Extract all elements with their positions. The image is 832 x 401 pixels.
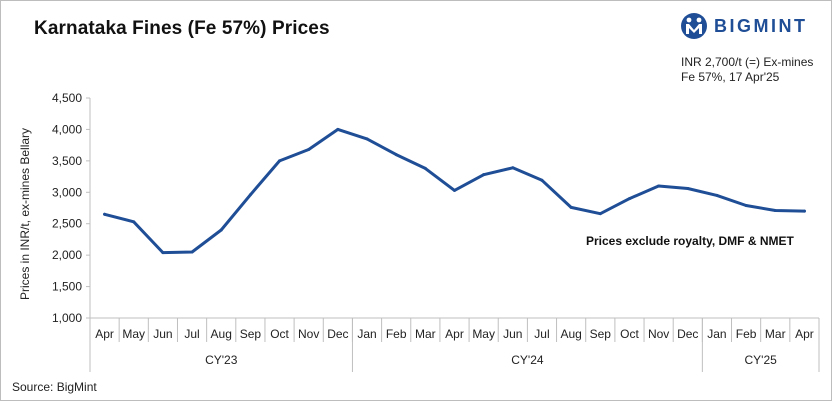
data-point	[307, 148, 311, 152]
x-tick-label: Feb	[736, 327, 757, 341]
chart-axes	[89, 98, 819, 319]
data-point	[394, 153, 398, 157]
chart-annotation: Prices exclude royalty, DMF & NMET	[586, 234, 795, 248]
x-tick-label: Aug	[560, 327, 581, 341]
y-axis-ticks: 1,000 1,500 2,000 2,500 3,000 3,500 4,000 4,500	[52, 91, 90, 325]
x-tick-label: Dec	[677, 327, 698, 341]
series-layer	[103, 127, 806, 255]
x-tick-label: Jul	[184, 327, 199, 341]
data-point	[336, 127, 340, 131]
chart-title: Karnataka Fines (Fe 57%) Prices	[34, 18, 330, 39]
x-tick-label: Jul	[534, 327, 549, 341]
data-point	[103, 212, 107, 216]
data-point	[569, 205, 573, 209]
data-point	[598, 212, 602, 216]
x-tick-label: Jun	[153, 327, 172, 341]
x-axis-groups: CY'23 CY'24 CY'25	[89, 318, 820, 372]
data-point	[190, 250, 194, 254]
source-note: Source: BigMint	[12, 380, 97, 394]
y-tick-label: 3,000	[52, 185, 82, 199]
price-note-line1: INR 2,700/t (=) Ex-mines	[681, 55, 814, 69]
x-tick-label: Mar	[765, 327, 786, 341]
x-tick-label: Jun	[503, 327, 522, 341]
data-point	[657, 184, 661, 188]
data-point	[715, 193, 719, 197]
x-tick-label: Mar	[415, 327, 436, 341]
x-tick-label: Jan	[707, 327, 726, 341]
y-tick-label: 2,000	[52, 248, 82, 262]
x-tick-label: Nov	[648, 327, 669, 341]
y-tick-label: 2,500	[52, 217, 82, 231]
x-tick-label: Apr	[445, 327, 464, 341]
data-point	[132, 220, 136, 224]
price-note: INR 2,700/t (=) Ex-mines Fe 57%, 17 Apr'…	[681, 55, 813, 85]
x-axis-ticks: Apr May Jun Jul Aug Sep Oct Nov Dec Jan Feb Mar Apr M…	[89, 318, 820, 342]
y-tick-label: 1,500	[52, 280, 82, 294]
price-note-line2: Fe 57%, 17 Apr'25	[681, 70, 780, 84]
data-point	[773, 209, 777, 213]
x-tick-label: Sep	[590, 327, 612, 341]
group-label: CY'24	[511, 353, 544, 367]
logo-text: BIGMINT	[714, 15, 808, 36]
data-point	[482, 173, 486, 177]
data-point	[744, 203, 748, 207]
x-tick-label: Sep	[240, 327, 262, 341]
data-point	[219, 228, 223, 232]
data-point	[278, 159, 282, 163]
x-tick-label: Apr	[95, 327, 114, 341]
data-point	[686, 187, 690, 191]
data-point	[365, 137, 369, 141]
bigmint-logo: BIGMINT	[680, 12, 808, 40]
y-tick-label: 4,500	[52, 91, 82, 105]
group-label: CY'25	[745, 353, 778, 367]
data-point	[453, 188, 456, 192]
y-tick-label: 1,000	[52, 311, 82, 325]
y-tick-label: 4,000	[52, 122, 82, 136]
x-tick-label: Jan	[357, 327, 376, 341]
x-tick-label: Oct	[270, 327, 289, 341]
x-tick-label: Oct	[620, 327, 639, 341]
data-point	[511, 166, 515, 170]
y-tick-label: 3,500	[52, 154, 82, 168]
data-point	[248, 193, 252, 197]
data-point	[161, 251, 165, 255]
bigmint-logo-icon	[681, 13, 707, 39]
x-tick-label: Apr	[795, 327, 814, 341]
x-tick-label: Aug	[211, 327, 232, 341]
data-point	[627, 197, 631, 201]
group-label: CY'23	[205, 353, 238, 367]
x-tick-label: May	[472, 327, 495, 341]
x-tick-label: Dec	[327, 327, 348, 341]
data-point	[802, 209, 806, 213]
x-tick-label: Nov	[298, 327, 319, 341]
x-tick-label: Feb	[386, 327, 407, 341]
data-point	[540, 178, 544, 182]
x-tick-label: May	[122, 327, 145, 341]
y-axis-label: Prices in INR/t, ex-mines Bellary	[18, 128, 32, 300]
data-point	[423, 166, 427, 170]
